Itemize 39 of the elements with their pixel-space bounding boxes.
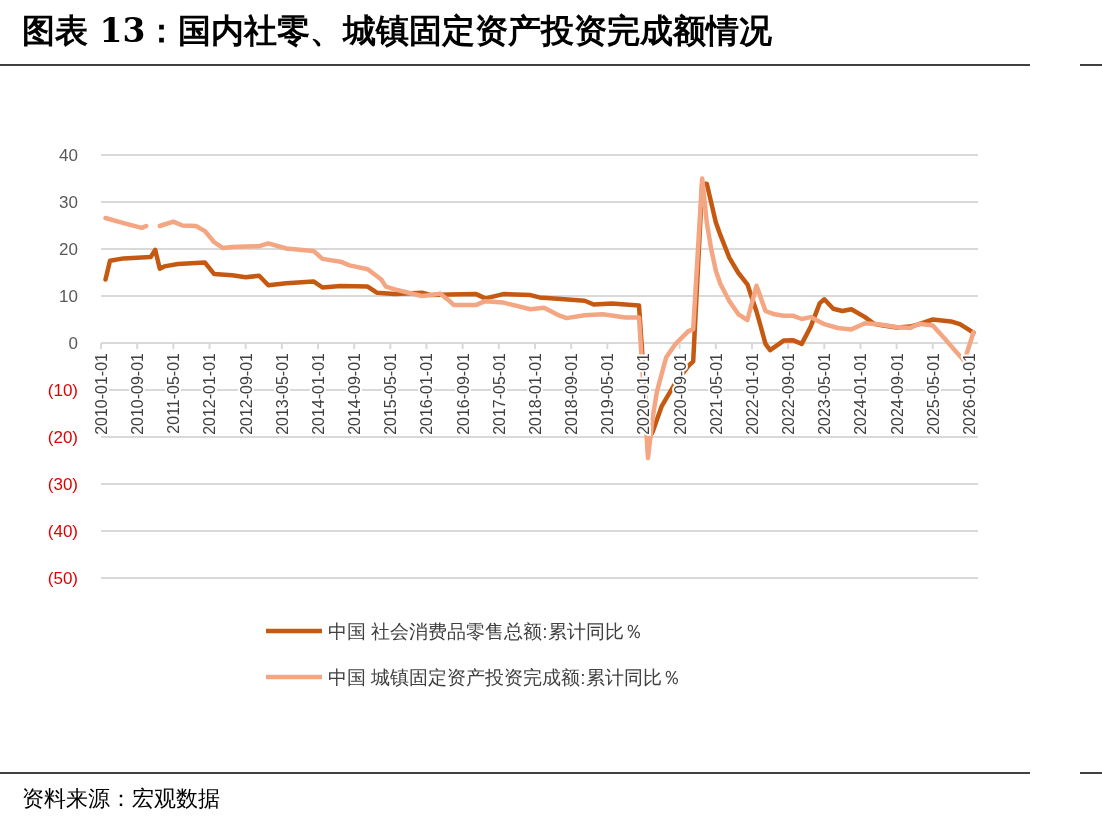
y-tick-label: (40)	[47, 522, 78, 541]
x-tick-label: 2024-09-01	[888, 352, 906, 435]
chart-title: 图表 13：国内社零、城镇固定资产投资完成额情况	[22, 11, 774, 50]
x-tick-label: 2026-01-01	[960, 352, 978, 435]
x-tick-label: 2010-01-01	[93, 352, 110, 435]
y-tick-label: (10)	[47, 381, 78, 400]
x-tick-label: 2017-05-01	[490, 352, 508, 435]
x-tick-label: 2018-09-01	[563, 352, 581, 435]
y-tick-label: 40	[59, 146, 78, 165]
x-tick-label: 2020-01-01	[635, 352, 653, 435]
x-tick-label: 2022-09-01	[780, 352, 798, 435]
y-tick-label: 0	[68, 334, 78, 353]
x-tick-label: 2016-09-01	[454, 352, 472, 435]
y-tick-label: 10	[59, 287, 78, 306]
x-tick-label: 2016-01-01	[418, 352, 436, 435]
x-tick-label: 2011-05-01	[165, 352, 183, 434]
y-tick-label: (30)	[47, 475, 78, 494]
legend-label: 中国 社会消费品零售总额:累计同比％	[328, 621, 643, 642]
y-tick-label: 20	[59, 240, 78, 259]
x-tick-label: 2010-09-01	[129, 352, 147, 435]
x-tick-label: 2025-05-01	[924, 352, 942, 435]
x-tick-label: 2014-01-01	[309, 352, 327, 435]
x-tick-label: 2012-01-01	[201, 352, 219, 435]
x-tick-label: 2014-09-01	[346, 352, 364, 435]
x-tick-label: 2018-01-01	[526, 352, 544, 435]
y-tick-label: 30	[59, 193, 78, 212]
legend-label: 中国 城镇固定资产投资完成额:累计同比％	[328, 667, 681, 688]
x-tick-label: 2024-01-01	[852, 352, 870, 435]
x-tick-label: 2012-09-01	[237, 352, 255, 435]
x-tick-label: 2023-05-01	[816, 352, 834, 435]
text: 资料来源：宏观数据	[22, 786, 220, 811]
x-tick-label: 2020-09-01	[671, 352, 689, 435]
x-tick-label: 2022-01-01	[743, 352, 761, 435]
x-tick-label: 2019-05-01	[599, 352, 617, 435]
y-tick-label: (50)	[47, 569, 78, 588]
x-tick-label: 2015-05-01	[382, 352, 400, 435]
x-tick-label: 2021-05-01	[707, 352, 725, 435]
y-tick-label: (20)	[47, 428, 78, 447]
x-tick-label: 2013-05-01	[273, 352, 291, 435]
